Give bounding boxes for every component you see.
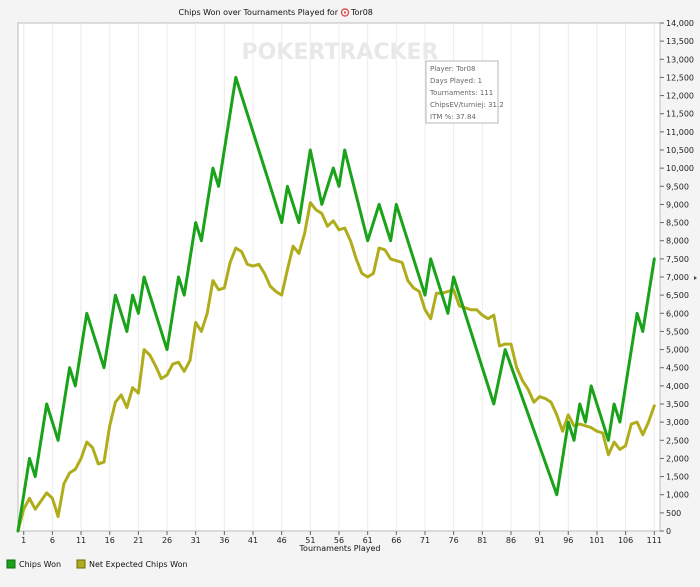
x-tick-label: 101 [589, 536, 604, 545]
info-box: Player: Tor08 Days Played: 1 Tournaments… [425, 60, 504, 124]
legend-swatch-net-expected [76, 559, 86, 569]
legend-item-chips-won[interactable]: Chips Won [6, 559, 61, 569]
y-axis: 0 500 1,000 1,500 2,000 2,500 3,000 3,500 4,000 4… [660, 19, 694, 536]
legend-swatch-chips-won [6, 559, 16, 569]
y-tick-label: 3,000 [666, 418, 689, 427]
series-line-net-expected [16, 201, 656, 533]
x-tick-label: 66 [391, 536, 401, 545]
legend-label-chips-won: Chips Won [19, 560, 61, 569]
chart-title-text: Chips Won over Tournaments Played for [179, 8, 339, 17]
y-tick-label: 7,500 [666, 255, 689, 264]
y-tick-label: 1,000 [666, 491, 689, 500]
series-lines [16, 75, 656, 533]
x-tick-label: 61 [363, 536, 373, 545]
y-tick-label: 9,000 [666, 200, 689, 209]
legend-item-net-expected[interactable]: Net Expected Chips Won [76, 559, 188, 569]
y-tick-label: 6,500 [666, 291, 689, 300]
x-tick-label: 81 [477, 536, 487, 545]
x-tick-label: 36 [219, 536, 229, 545]
x-tick-label: 51 [305, 536, 315, 545]
y-tick-label: 6,000 [666, 309, 689, 318]
x-tick-label: 46 [277, 536, 287, 545]
y-tick-label: 5,500 [666, 327, 689, 336]
info-days: Days Played: 1 [430, 77, 482, 85]
x-tick-label: 31 [191, 536, 201, 545]
x-tick-label: 11 [76, 536, 86, 545]
y-tick-label: 500 [666, 509, 681, 518]
y-tick-label: 3,500 [666, 400, 689, 409]
x-tick-label: 91 [535, 536, 545, 545]
y-tick-label: 13,000 [666, 55, 694, 64]
y-tick-label: 10,500 [666, 146, 694, 155]
y-tick-label: 5,000 [666, 346, 689, 355]
x-tick-label: 71 [420, 536, 430, 545]
series-line-chips-won [16, 75, 656, 533]
y-tick-label: 14,000 [666, 19, 694, 28]
y-tick-label: 1,500 [666, 473, 689, 482]
info-box-frame [425, 60, 499, 124]
x-tick-label: 96 [563, 536, 573, 545]
y-tick-label: 9,500 [666, 182, 689, 191]
x-tick-label: 111 [647, 536, 662, 545]
legend-label-net-expected: Net Expected Chips Won [89, 560, 188, 569]
chart-title-player: Tor08 [350, 8, 373, 17]
info-tournaments: Tournaments: 111 [429, 89, 493, 97]
y-tick-label: 2,000 [666, 454, 689, 463]
x-tick-label: 26 [162, 536, 172, 545]
y-tick-label: 13,500 [666, 37, 694, 46]
watermark: POKERTRACKER [242, 40, 439, 65]
x-tick-label: 16 [105, 536, 115, 545]
info-player: Player: Tor08 [430, 65, 475, 73]
x-axis-title: Tournaments Played [299, 544, 381, 553]
y-tick-label: 8,000 [666, 237, 689, 246]
y-tick-label: 11,500 [666, 110, 694, 119]
y-tick-label: 10,000 [666, 164, 694, 173]
y-tick-label: 12,000 [666, 92, 694, 101]
x-tick-label: 106 [618, 536, 633, 545]
x-tick-label: 56 [334, 536, 344, 545]
x-tick-label: 86 [506, 536, 516, 545]
y-tick-label: 8,500 [666, 219, 689, 228]
x-tick-label: 1 [21, 536, 26, 545]
y-tick-label: 7,000 [666, 273, 689, 282]
x-tick-label: 76 [449, 536, 459, 545]
y-axis-marker-icon [694, 276, 697, 280]
x-tick-label: 21 [133, 536, 143, 545]
x-axis: 1 6 11 16 21 26 31 36 41 46 51 56 61 66 71 76 81 86 91 96 10… [21, 531, 662, 545]
x-tick-label: 6 [50, 536, 55, 545]
y-tick-label: 2,500 [666, 436, 689, 445]
info-chipsev: ChipsEV/turniej: 31.2 [430, 101, 504, 109]
y-tick-label: 11,000 [666, 128, 694, 137]
poker-chip-icon [340, 8, 350, 17]
y-tick-label: 4,000 [666, 382, 689, 391]
chart-title: Chips Won over Tournaments Played for To… [179, 8, 373, 17]
y-tick-label: 12,500 [666, 73, 694, 82]
info-itm: ITM %: 37.84 [430, 113, 476, 121]
y-tick-label: 4,500 [666, 364, 689, 373]
x-tick-label: 41 [248, 536, 258, 545]
legend: Chips Won Net Expected Chips Won [6, 559, 188, 569]
y-tick-label: 0 [666, 527, 671, 536]
